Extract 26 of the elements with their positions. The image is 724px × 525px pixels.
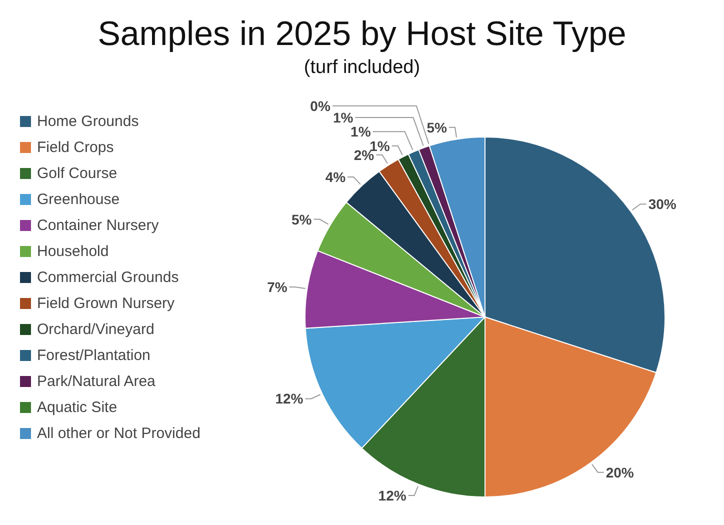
legend-label: Greenhouse <box>37 190 120 208</box>
legend-label: Forest/Plantation <box>37 346 150 364</box>
chart-title: Samples in 2025 by Host Site Type <box>96 14 628 54</box>
legend-label: Golf Course <box>37 164 118 182</box>
data-label: 12% <box>378 488 407 504</box>
legend-label: Aquatic Site <box>37 398 118 416</box>
legend-label: Commercial Grounds <box>37 268 179 286</box>
legend-label: Container Nursery <box>37 216 159 234</box>
data-label: 1% <box>350 124 372 140</box>
legend-label: Field Crops <box>37 138 114 156</box>
legend-label: Orchard/Vineyard <box>37 320 154 338</box>
data-label: 7% <box>267 278 288 295</box>
text: 0% <box>310 98 330 114</box>
legend-label: All other or Not Provided <box>37 424 200 442</box>
legend-label: Home Grounds <box>37 112 139 130</box>
data-label: 1% <box>332 110 354 126</box>
legend-label: Household <box>37 242 109 260</box>
legend-label: Park/Natural Area <box>37 372 156 390</box>
data-label: 20% <box>606 464 634 480</box>
chart-subtitle: (turf included) <box>302 56 422 80</box>
data-label: 5% <box>426 119 448 136</box>
legend-label: Field Grown Nursery <box>37 294 175 312</box>
data-label: 30% <box>648 196 677 212</box>
data-label: 4% <box>325 169 346 186</box>
data-label: 12% <box>275 390 304 407</box>
data-label: 5% <box>292 211 312 228</box>
